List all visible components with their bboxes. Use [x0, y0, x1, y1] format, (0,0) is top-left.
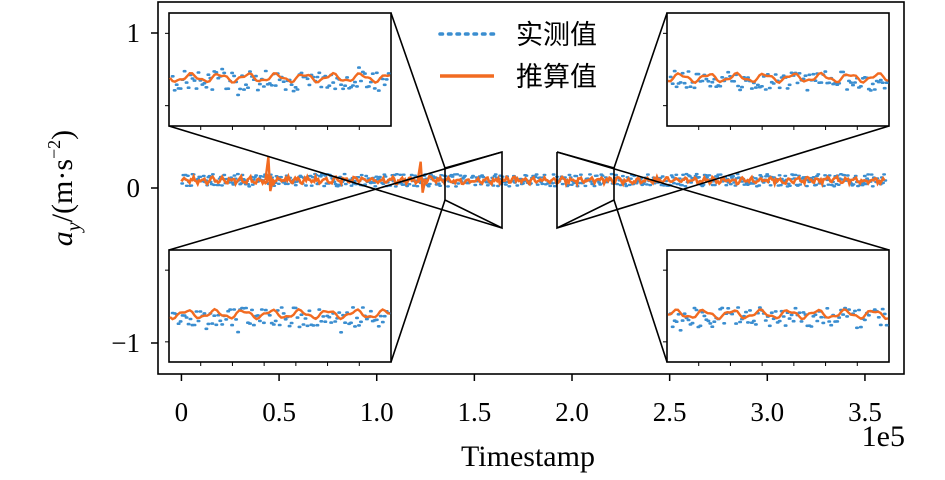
y-axis-title-exponent: −2 — [44, 140, 64, 159]
inset-top-left — [165, 12, 392, 130]
x-offset-label: 1e5 — [862, 420, 905, 453]
inset-frame-top-left — [168, 12, 392, 127]
connector-tr-a — [613, 12, 668, 169]
connector-br-b — [613, 199, 668, 363]
inset-panels — [165, 12, 890, 366]
estimated-spike-0 — [264, 156, 275, 192]
y-tick-label-1: 0 — [127, 173, 141, 203]
y-axis-title-main: a — [46, 231, 79, 246]
x-tick-label-4: 2.0 — [555, 397, 589, 427]
inset-top-right — [663, 12, 890, 130]
connector-tl-a — [390, 12, 446, 169]
y-axis-title-close: ) — [46, 130, 79, 140]
inset-estimated-top-right — [667, 71, 889, 85]
inset-measured-top-right — [668, 69, 889, 92]
estimated-spike-1 — [416, 161, 427, 193]
x-tick-label-5: 2.5 — [653, 397, 687, 427]
x-tick-label-3: 1.5 — [457, 397, 491, 427]
inset-estimated-bottom-left — [169, 307, 391, 321]
x-tick-label-0: 0 — [175, 397, 189, 427]
connector-tr-b — [556, 125, 890, 229]
inset-frame-bottom-right — [666, 249, 890, 363]
connector-br-a — [556, 151, 890, 251]
connector-bl-b — [390, 199, 446, 363]
y-axis-title: ay/(m·s−2) — [44, 130, 85, 246]
inset-bottom-left — [165, 249, 392, 366]
legend-label-0: 实测值 — [516, 20, 597, 51]
x-axis-title: Timestamp — [461, 440, 595, 473]
y-axis-title-unit: /(m·s — [46, 159, 79, 222]
zoom-connectors — [168, 12, 890, 363]
y-axis-title-sub: y — [63, 222, 85, 233]
zoom-window-right — [556, 151, 615, 230]
y-tick-label-0: 1 — [127, 18, 141, 48]
inset-frame-bottom-left — [168, 249, 392, 363]
inset-estimated-bottom-right — [667, 308, 889, 321]
inset-frame-top-right — [666, 12, 890, 127]
x-tick-label-6: 3.0 — [750, 397, 784, 427]
x-tick-label-7: 3.5 — [848, 397, 882, 427]
zoom-window-left — [444, 150, 503, 230]
x-tick-label-1: 0.5 — [262, 397, 296, 427]
inset-bottom-right — [663, 249, 890, 366]
connector-tl-b — [168, 125, 503, 229]
legend-label-1: 推算值 — [516, 62, 597, 93]
axis-ticks: 0 0.5 1.0 1.5 2.0 2.5 3.0 3.5 1 0 −1 — [111, 18, 882, 427]
y-tick-label-2: −1 — [111, 328, 140, 358]
connector-bl-a — [168, 151, 503, 251]
series-estimated-line — [180, 172, 886, 189]
inset-estimated-top-left — [169, 71, 391, 84]
x-tick-label-2: 1.0 — [360, 397, 394, 427]
